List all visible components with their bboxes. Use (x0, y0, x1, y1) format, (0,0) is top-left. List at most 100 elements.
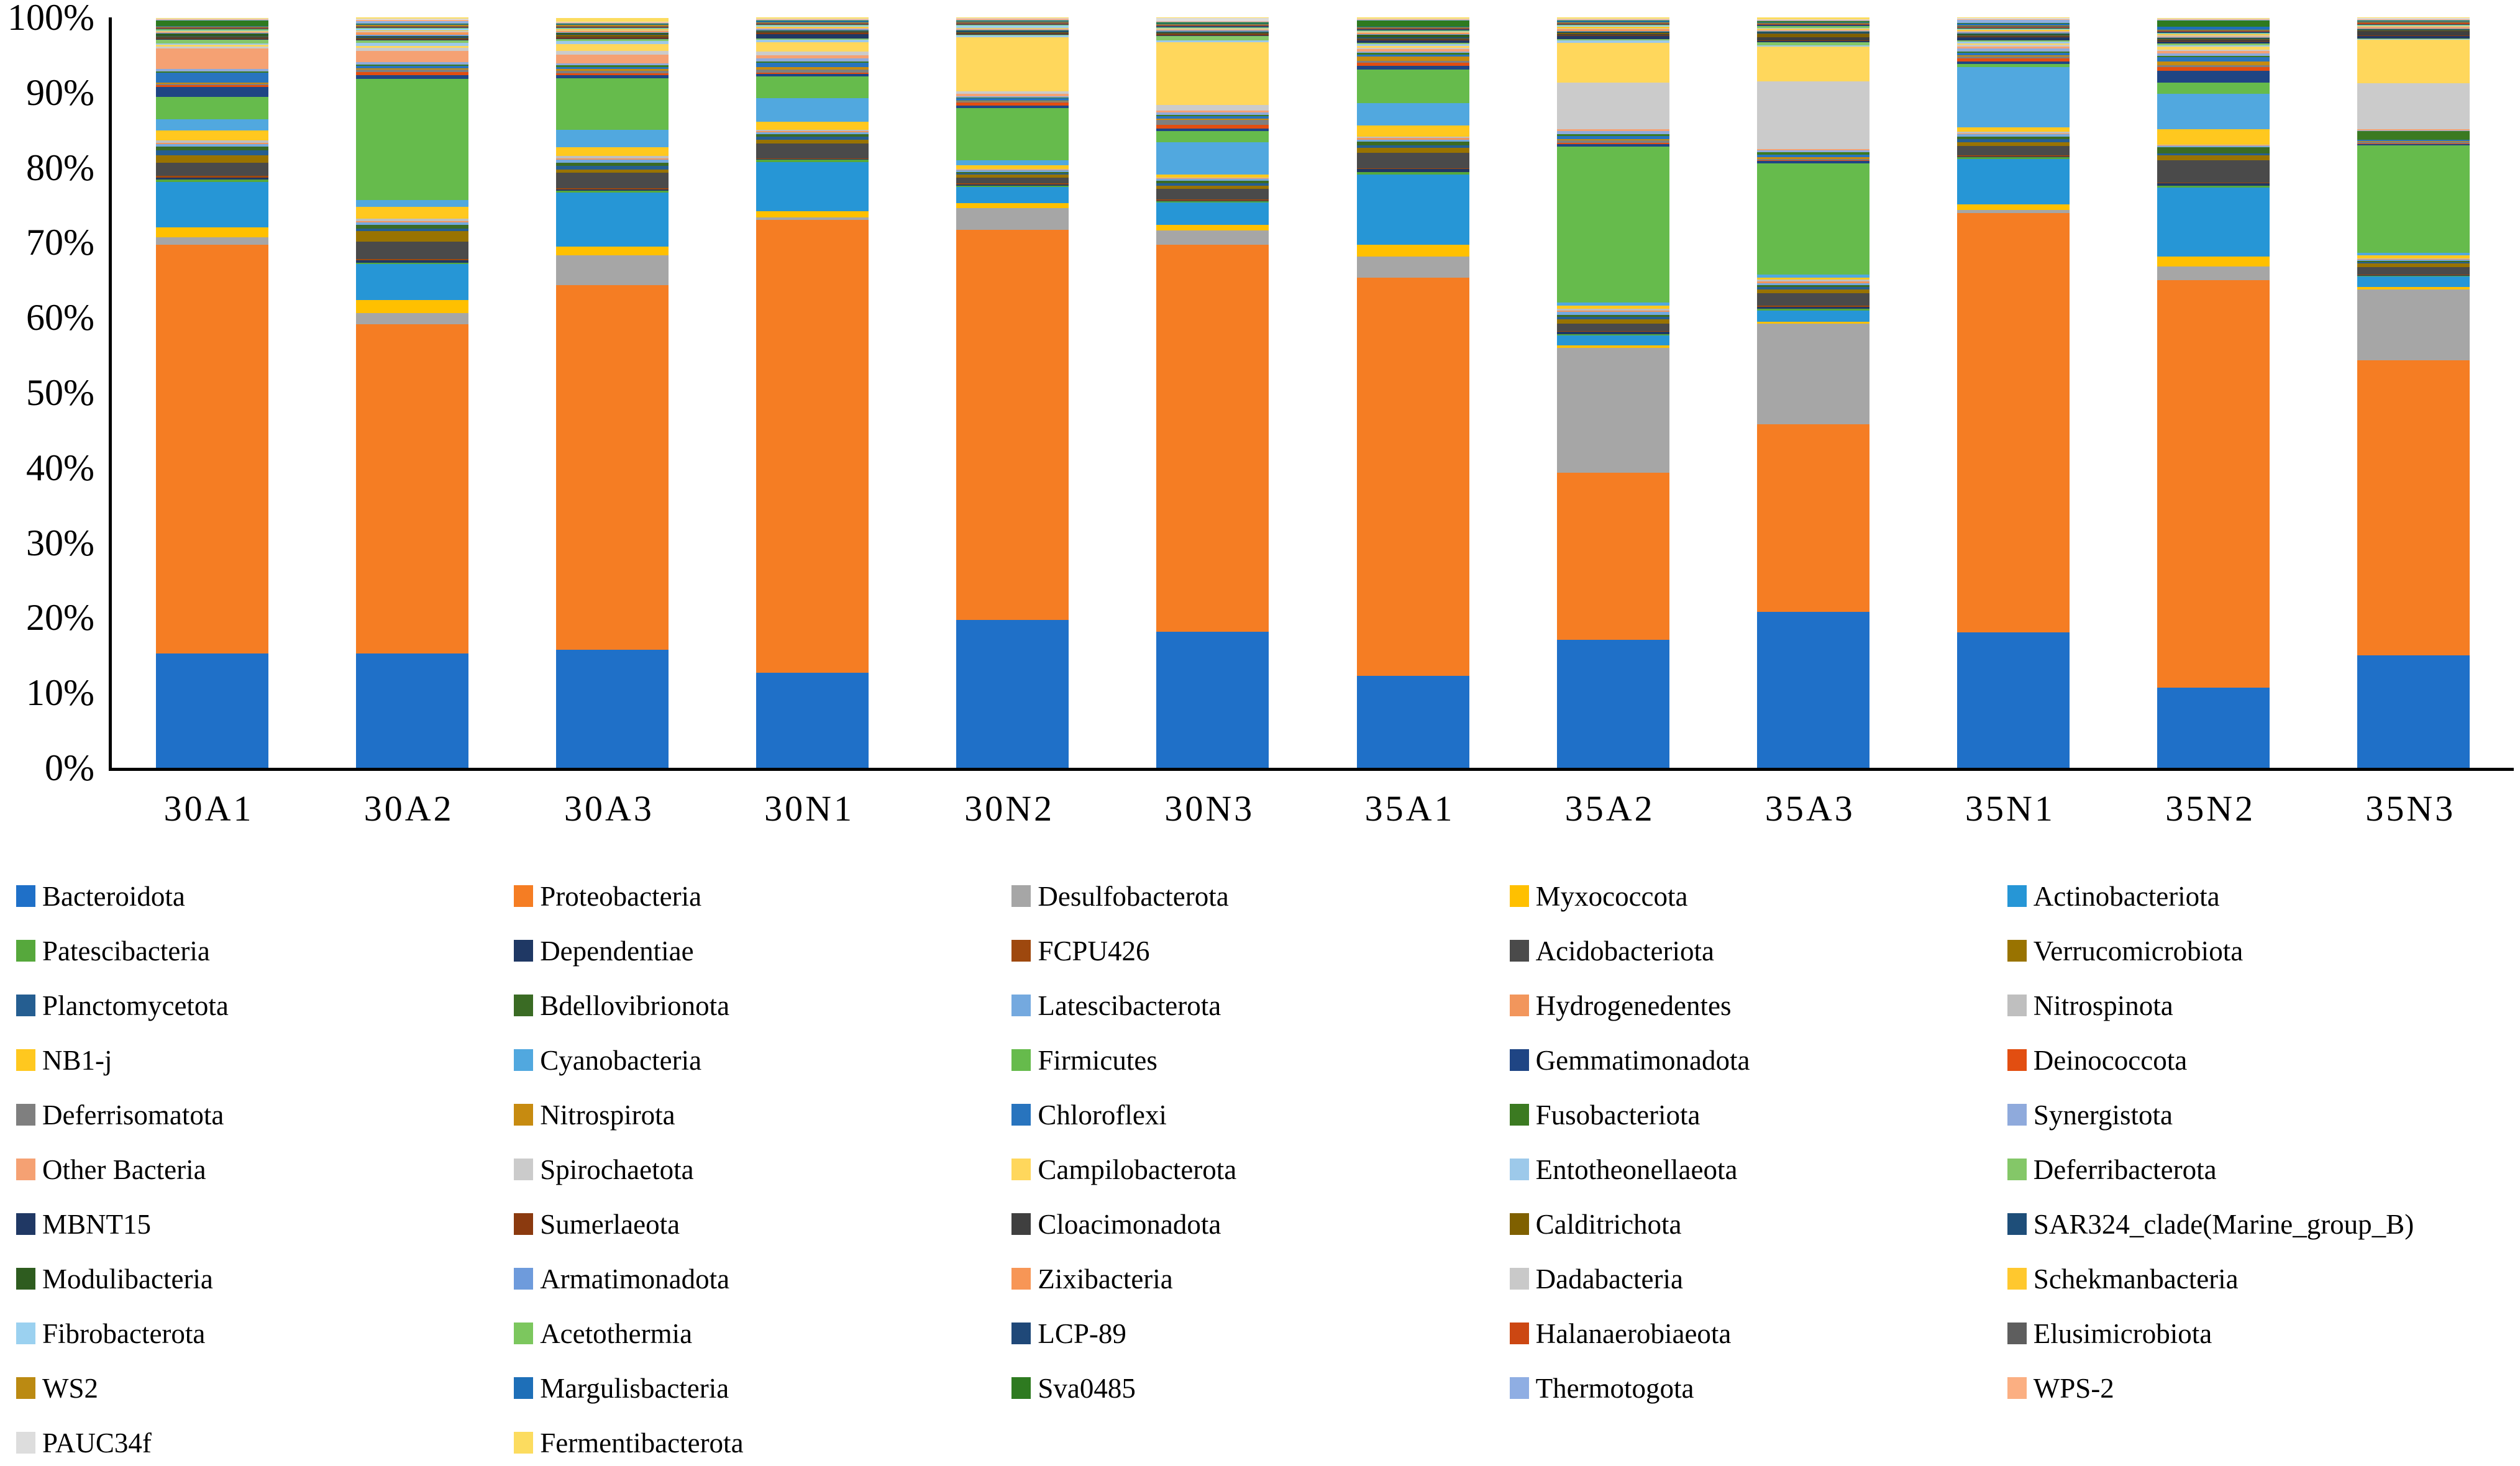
x-tick-label: 35N1 (1965, 788, 2055, 829)
plot-area (109, 17, 2514, 771)
bar-segment (756, 136, 869, 140)
bar-segment (1756, 152, 1869, 155)
bar-segment (355, 36, 468, 37)
bar-segment (1356, 40, 1469, 43)
bar-segment (1956, 35, 2070, 36)
legend-swatch (16, 1377, 35, 1399)
bar-segment (756, 38, 869, 40)
bar-segment (1156, 30, 1269, 32)
legend-item: SAR324_clade(Marine_group_B) (2007, 1209, 2505, 1263)
bar-segment (2357, 145, 2470, 253)
bar-segment (555, 30, 669, 31)
x-tick-label: 35N3 (2365, 788, 2456, 829)
bar-segment (756, 20, 869, 22)
bar-segment (1756, 40, 1869, 41)
bar-segment (756, 24, 869, 25)
bar-segment (2157, 160, 2270, 183)
bar-segment (555, 285, 669, 650)
legend-label: Gemmatimonadota (1535, 1045, 1750, 1076)
bar-segment (1356, 32, 1469, 34)
bar-segment (1356, 57, 1469, 61)
legend-label: Sumerlaeota (540, 1209, 680, 1240)
bar-segment (1956, 204, 2070, 211)
bar-segment (2357, 289, 2470, 361)
bar-segment (155, 146, 268, 150)
bar-segment (1756, 47, 1869, 81)
legend-item: Cloacimonadota (1011, 1209, 1509, 1263)
bar-segment (155, 150, 268, 155)
bar-segment (1956, 22, 2070, 24)
bar-segment (956, 20, 1069, 21)
bar-segment (555, 27, 669, 29)
bar-segment (2357, 29, 2470, 30)
legend-label: Cloacimonadota (1038, 1209, 1221, 1240)
bar-segment (1556, 139, 1669, 141)
bar-segment (555, 247, 669, 256)
bar-segment (1156, 35, 1269, 40)
bar-segment (2357, 655, 2470, 768)
bar-segment (1556, 30, 1669, 32)
legend-label: Zixibacteria (1038, 1263, 1173, 1295)
bar-segment (355, 260, 468, 263)
legend-label: Patescibacteria (42, 936, 210, 967)
bar-segment (1756, 306, 1869, 309)
legend-swatch (1011, 1213, 1031, 1235)
legend-item: Firmicutes (1011, 1045, 1509, 1100)
bar (2357, 17, 2470, 768)
bar-segment (756, 55, 869, 59)
bar-segment (1356, 147, 1469, 153)
bar (555, 17, 669, 768)
legend-swatch (514, 1213, 534, 1235)
bar-segment (2157, 129, 2270, 145)
bar-segment (355, 222, 468, 225)
bar-segment (1956, 37, 2070, 41)
bar-segment (1556, 33, 1669, 34)
bars (112, 17, 2514, 768)
bar-segment (1756, 155, 1869, 158)
legend-label: PAUC34f (42, 1427, 152, 1459)
bar-segment (1356, 30, 1469, 32)
bar-segment (355, 258, 468, 261)
bar-segment (1756, 31, 1869, 32)
bar-segment (155, 653, 268, 768)
bar-segment (2357, 36, 2470, 39)
bar-segment (756, 98, 869, 122)
bar-segment (155, 155, 268, 163)
legend-item: Fusobacteriota (1509, 1100, 2007, 1154)
bar-segment (2357, 130, 2470, 132)
bar-segment (1956, 48, 2070, 52)
bar-segment (1556, 21, 1669, 22)
bar-segment (1556, 324, 1669, 331)
legend-swatch (1011, 1323, 1031, 1344)
legend-label: Spirochaetota (540, 1154, 694, 1185)
legend-swatch (16, 995, 35, 1016)
bar-segment (1956, 132, 2070, 134)
legend-swatch (2007, 885, 2027, 907)
bar-segment (1356, 20, 1469, 27)
bar-segment (2357, 260, 2470, 262)
legend-label: Fusobacteriota (1535, 1100, 1701, 1131)
bar-segment (1156, 203, 1269, 225)
bar-segment (756, 58, 869, 61)
legend-swatch (1509, 995, 1529, 1016)
legend-item: Gemmatimonadota (1509, 1045, 2007, 1100)
legend-label: Actinobacteriota (2033, 881, 2220, 912)
y-tick-label: 100% (7, 0, 94, 38)
bar-segment (155, 17, 268, 19)
bar-segment (956, 203, 1069, 209)
bar-segment (2357, 266, 2470, 275)
bar-segment (355, 62, 468, 65)
bar-segment (155, 85, 268, 87)
bar-segment (555, 44, 669, 51)
legend-swatch (16, 1049, 35, 1071)
bar-segment (555, 160, 669, 163)
bar-segment (355, 45, 468, 48)
bar-segment (1356, 174, 1469, 245)
bar-segment (1356, 42, 1469, 45)
legend-swatch (2007, 1323, 2027, 1344)
bar-segment (1556, 17, 1669, 19)
bar-segment (956, 25, 1069, 28)
bar-segment (1356, 49, 1469, 52)
bar-segment (2157, 47, 2270, 50)
bar-segment (756, 22, 869, 23)
